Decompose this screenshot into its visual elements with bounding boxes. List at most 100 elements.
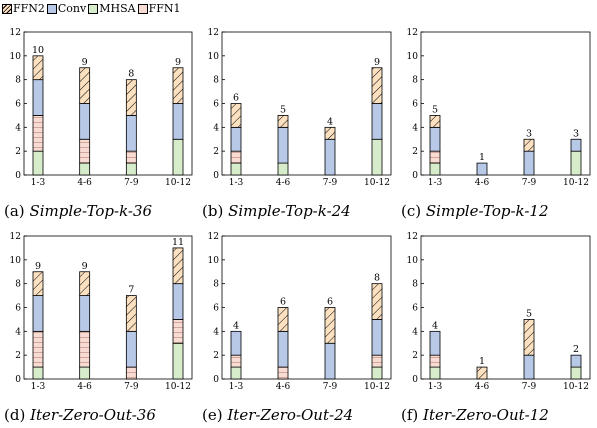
bar-e-10-12-ffn2 (371, 283, 383, 320)
total-label-a-3: 9 (175, 57, 181, 68)
caption-a-name: Simple-Top-k-36 (29, 202, 153, 220)
bar-b-1-3-ffn2 (230, 103, 242, 128)
legend-swatch-ffn2 (2, 3, 12, 14)
bar-c-1-3-ffn1 (429, 150, 441, 164)
caption-c-prefix: (c) (401, 202, 422, 220)
plot-frame-f (420, 235, 591, 380)
y-tick-label-d-0: 0 (15, 375, 21, 385)
x-tick-label-a-0: 1-3 (31, 178, 46, 188)
total-label-c-2: 3 (526, 128, 532, 139)
bar-e-4-6-ffn1 (277, 366, 289, 380)
bar-c-1-3-ffn2 (429, 115, 441, 128)
bar-d-7-9-conv (125, 330, 137, 368)
x-tick-label-d-0: 1-3 (31, 382, 46, 392)
y-tick-label-b-2: 2 (213, 147, 219, 157)
x-tick-label-f-1: 4-6 (475, 382, 490, 392)
total-label-c-3: 3 (573, 128, 579, 139)
y-tick-label-a-0: 0 (15, 171, 21, 181)
y-tick-label-e-6: 6 (213, 304, 219, 314)
x-tick-label-a-1: 4-6 (77, 178, 92, 188)
total-label-a-0: 10 (32, 45, 44, 56)
y-tick-label-d-6: 6 (15, 304, 21, 314)
bar-e-4-6-conv (277, 330, 289, 368)
y-tick-label-c-10: 10 (407, 52, 419, 62)
bar-c-4-6-conv (476, 162, 488, 176)
x-tick-label-b-1: 4-6 (276, 178, 291, 188)
plot-frame-d (23, 235, 193, 380)
caption-b-name: Simple-Top-k-24 (228, 202, 351, 220)
total-label-d-2: 7 (128, 285, 134, 296)
x-tick-label-e-1: 4-6 (276, 382, 291, 392)
legend: FFN2 Conv MHSA FFN1 (2, 2, 180, 15)
x-tick-label-f-0: 1-3 (428, 382, 443, 392)
bar-d-10-12-ffn1 (172, 319, 184, 344)
bar-d-7-9-ffn2 (125, 295, 137, 332)
total-label-c-0: 5 (432, 104, 438, 115)
bar-e-7-9-conv (324, 342, 336, 380)
caption-f-name: Iter-Zero-Out-12 (423, 406, 549, 424)
y-tick-label-d-4: 4 (15, 327, 21, 337)
bar-a-10-12-ffn2 (172, 67, 184, 104)
total-label-f-3: 2 (573, 344, 579, 355)
x-tick-label-e-0: 1-3 (229, 382, 244, 392)
caption-d-name: Iter-Zero-Out-36 (30, 406, 156, 424)
bar-a-7-9-mhsa (125, 162, 137, 176)
y-tick-label-b-0: 0 (213, 171, 219, 181)
y-tick-label-f-6: 6 (412, 304, 418, 314)
x-tick-label-e-3: 10-12 (364, 382, 390, 392)
y-tick-label-e-2: 2 (213, 351, 219, 361)
bar-d-1-3-ffn2 (32, 271, 44, 296)
legend-item-conv: Conv (46, 2, 86, 15)
panel-e: 0 2 4 6 8 10 12 1-3 4 4-6 6 7-9 6 10-12 8 (208, 232, 392, 392)
x-tick-label-b-0: 1-3 (229, 178, 244, 188)
legend-swatch-ffn1 (137, 3, 148, 14)
bar-a-4-6-ffn1 (79, 138, 91, 164)
bar-b-7-9-conv (324, 138, 336, 176)
bar-c-10-12-conv (570, 138, 582, 152)
y-tick-label-c-2: 2 (412, 147, 418, 157)
total-label-d-1: 9 (82, 261, 88, 272)
y-tick-label-b-6: 6 (213, 100, 219, 110)
y-tick-label-c-6: 6 (412, 100, 418, 110)
x-tick-label-f-2: 7-9 (522, 382, 537, 392)
legend-label-ffn1: FFN1 (148, 2, 181, 15)
x-tick-label-d-3: 10-12 (165, 382, 191, 392)
bar-b-4-6-ffn2 (277, 115, 289, 128)
bar-c-1-3-conv (429, 126, 441, 152)
total-label-b-2: 4 (327, 116, 333, 127)
y-tick-label-d-12: 12 (10, 232, 21, 242)
bar-d-1-3-ffn1 (32, 330, 44, 368)
bar-a-7-9-ffn1 (125, 150, 137, 164)
bar-f-7-9-ffn2 (523, 319, 535, 356)
bar-d-1-3-mhsa (32, 366, 44, 380)
bar-e-7-9-ffn2 (324, 307, 336, 344)
caption-e: (e) Iter-Zero-Out-24 (202, 406, 353, 424)
caption-d-prefix: (d) (4, 406, 26, 424)
panel-a: 0 2 4 6 8 10 12 1-3 10 4-6 9 7-9 8 10-12 9 (10, 28, 193, 188)
bar-a-1-3-ffn2 (32, 55, 44, 81)
caption-e-name: Iter-Zero-Out-24 (227, 406, 354, 424)
x-tick-label-b-2: 7-9 (323, 178, 338, 188)
bar-c-10-12-mhsa (570, 150, 582, 176)
bar-d-10-12-mhsa (172, 342, 184, 380)
total-label-c-1: 1 (479, 152, 485, 163)
panel-c: 0 2 4 6 8 10 12 1-3 5 4-6 1 7-9 3 10-12 3 (407, 28, 591, 188)
bar-b-10-12-ffn2 (371, 67, 383, 104)
bar-a-1-3-mhsa (32, 150, 44, 176)
bar-e-10-12-conv (371, 319, 383, 356)
y-tick-label-b-10: 10 (208, 52, 220, 62)
legend-label-ffn2: FFN2 (13, 2, 45, 15)
bar-a-10-12-conv (172, 103, 184, 140)
y-tick-label-c-4: 4 (412, 123, 418, 133)
bar-e-1-3-conv (230, 330, 242, 356)
legend-item-ffn2: FFN2 (2, 2, 45, 15)
y-tick-label-c-12: 12 (407, 28, 418, 38)
legend-item-mhsa: MHSA (88, 2, 136, 15)
legend-swatch-mhsa (88, 3, 99, 14)
x-tick-label-c-2: 7-9 (522, 178, 537, 188)
panel-b: 0 2 4 6 8 10 12 1-3 6 4-6 5 7-9 4 10-12 9 (208, 28, 392, 188)
bar-e-4-6-ffn2 (277, 307, 289, 332)
y-tick-label-b-12: 12 (208, 28, 219, 38)
bar-f-7-9-conv (523, 354, 535, 380)
total-label-b-0: 6 (233, 93, 239, 104)
